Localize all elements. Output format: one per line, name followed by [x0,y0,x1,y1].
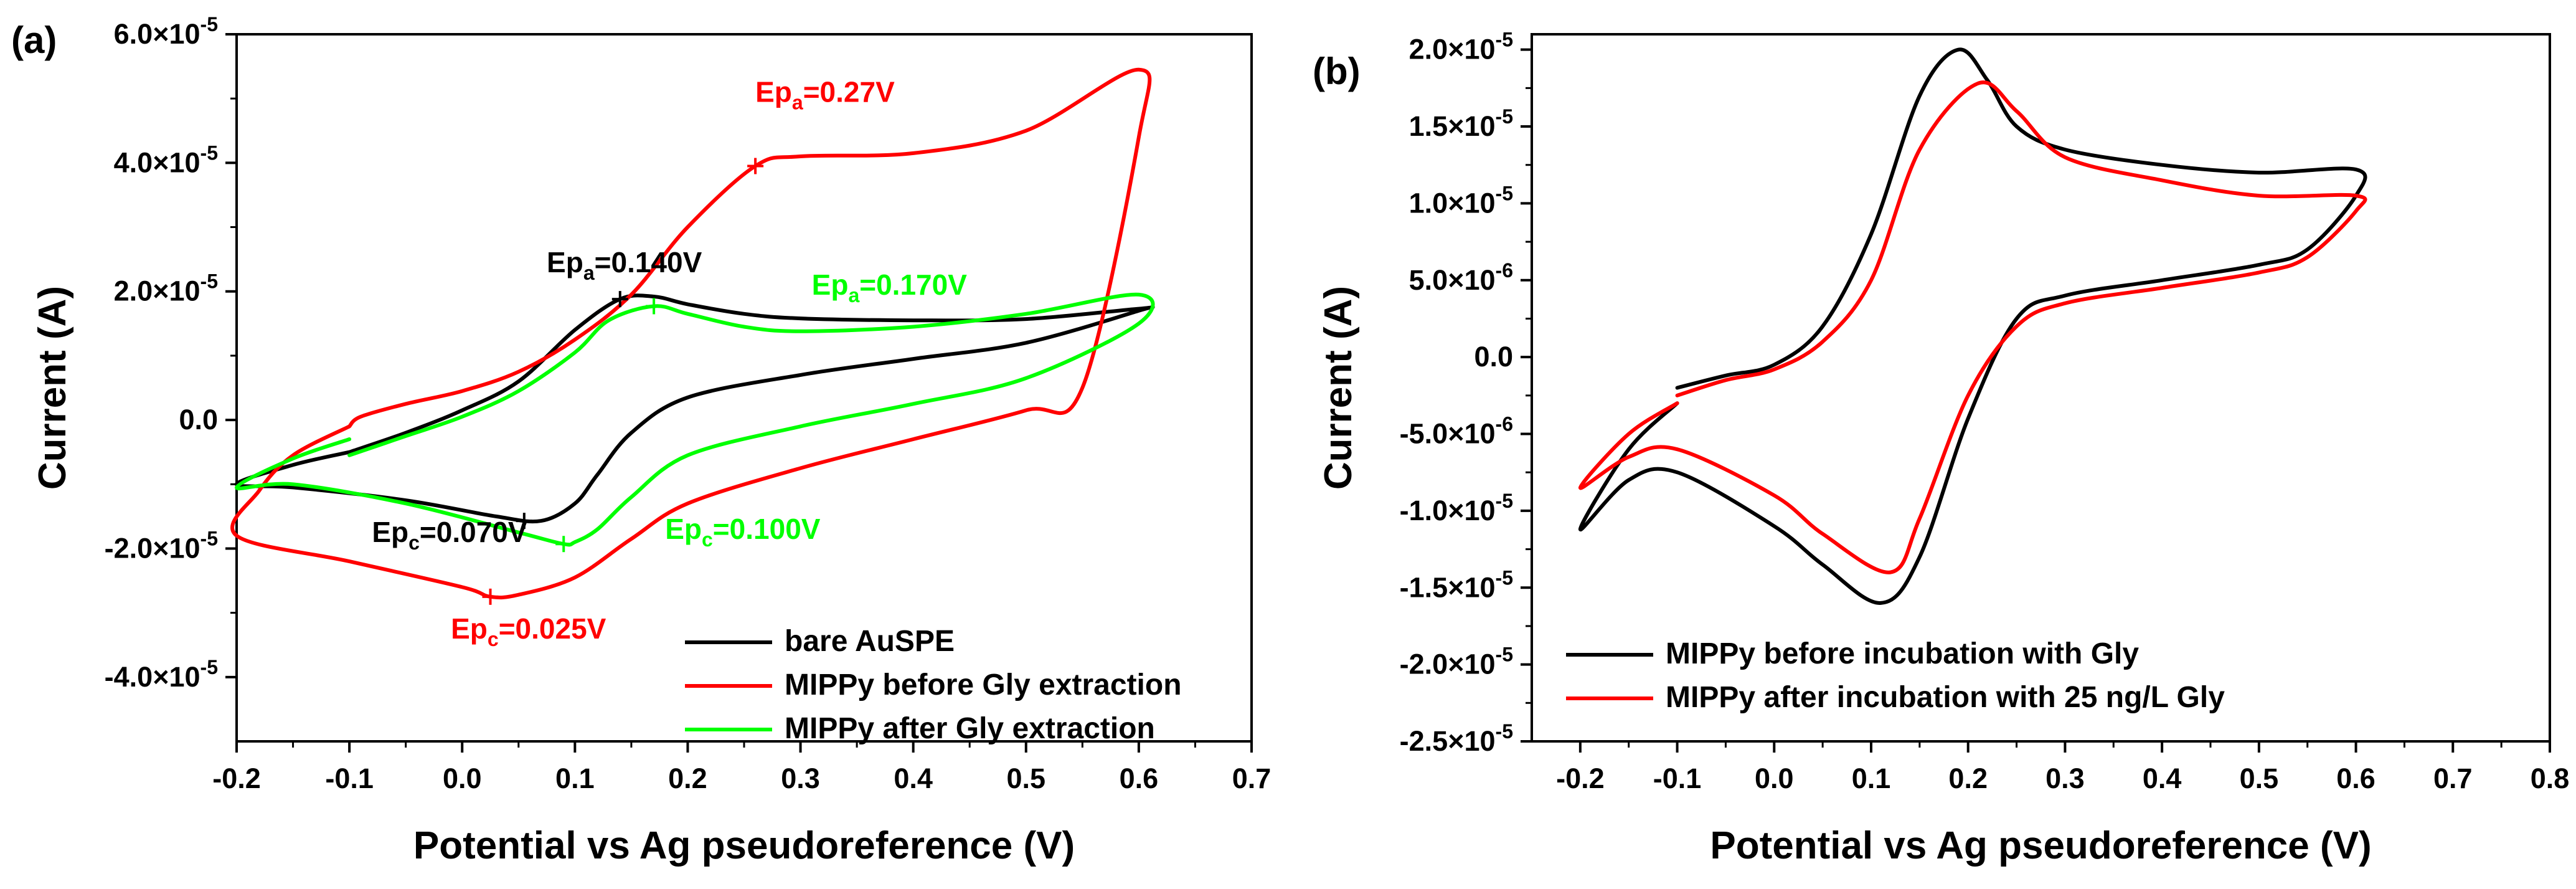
x-tick-label: 0.0 [443,763,482,794]
x-tick-label: 0.6 [1120,763,1159,794]
x-tick-label: 0.3 [781,763,820,794]
peak-marker [516,513,532,530]
series-line-2 [1578,80,2367,574]
y-tick-label: -4.0×10-5 [105,656,218,693]
y-tick-label: 5.0×10-6 [1409,259,1513,296]
peak-annotation: Epc=0.070V [372,516,527,554]
x-tick-label: -0.2 [1556,763,1605,794]
panel-b: -0.2 -0.1 0.0 0.1 0.2 0.3 0.4 0.5 0.6 0.7 0.8 2.0×1… [1313,29,2569,867]
legend: MIPPy before incubation with Gly MIPPy af… [1566,637,2225,714]
peak-marker [482,588,499,605]
plot-frame [235,33,1253,743]
peak-marker [555,536,572,553]
x-tick-label: -0.2 [212,763,261,794]
x-tick-label: 0.2 [668,763,707,794]
y-tick-label: -2.5×10-5 [1400,720,1513,757]
y-tick-label: 2.0×10-5 [114,270,218,307]
x-tick-label: 0.8 [2531,763,2570,794]
panel-label: (b) [1313,50,1361,92]
y-tick-label: -1.0×10-5 [1400,490,1513,526]
x-tick-label: 0.4 [894,763,933,794]
x-tick-label: 0.5 [1006,763,1045,794]
x-tick-label: 0.4 [2143,763,2182,794]
x-tick-label: 0.7 [2433,763,2473,794]
peak-marker [747,158,764,174]
panel-label: (a) [11,19,57,61]
series-line-1 [235,293,1155,524]
y-tick-label: 1.5×10-5 [1409,105,1513,142]
y-tick-label: 1.0×10-5 [1409,182,1513,219]
legend: bare AuSPE MIPPy before Gly extraction MIP… [685,625,1182,745]
x-tick-label: 0.5 [2240,763,2279,794]
legend-label: MIPPy before Gly extraction [785,668,1182,701]
y-tick-label: 0.0 [179,404,218,435]
x-tick-label: -0.1 [1653,763,1702,794]
y-tick-label: 6.0×10-5 [114,13,218,50]
x-axis-title: Potential vs Ag pseudoreference (V) [413,824,1075,867]
peak-annotation: Epa=0.170V [812,269,968,307]
plot-frame [1531,33,2551,743]
x-tick-label: 0.1 [555,763,595,794]
x-tick-label: 0.1 [1852,763,1891,794]
y-tick-label: -2.0×10-5 [1400,644,1513,680]
y-tick-label: 0.0 [1474,341,1513,373]
panel-a: -0.2 -0.1 0.0 0.1 0.2 0.3 0.4 0.5 0.6 0.7 6.0×10-5… [11,13,1271,867]
peak-marker [646,298,663,315]
y-axis-title: Current (A) [1317,286,1360,490]
x-axis-title: Potential vs Ag pseudoreference (V) [1710,824,2371,867]
x-tick-label: -0.1 [325,763,374,794]
x-tick-label: 0.3 [2045,763,2085,794]
legend-label: MIPPy after Gly extraction [785,712,1155,745]
x-tick-label: 0.7 [1232,763,1271,794]
peak-annotation: Epa=0.140V [547,246,702,284]
y-axis-title: Current (A) [31,286,74,490]
peak-marker [611,291,628,308]
peak-annotation: Epc=0.100V [665,513,821,551]
x-tick-label: 0.2 [1948,763,1988,794]
y-tick-label: -5.0×10-6 [1400,413,1513,450]
y-tick-label: 4.0×10-5 [114,141,218,178]
y-tick-label: -1.5×10-5 [1400,566,1513,603]
x-tick-label: 0.6 [2336,763,2375,794]
peak-annotation: Epc=0.025V [451,612,606,650]
y-tick-label: -2.0×10-5 [105,527,218,564]
peak-annotation: Epa=0.27V [755,75,895,113]
legend-label: MIPPy after incubation with 25 ng/L Gly [1666,681,2225,714]
legend-label: MIPPy before incubation with Gly [1666,637,2139,670]
x-tick-label: 0.0 [1755,763,1794,794]
series-line-2 [230,67,1152,600]
y-tick-label: 2.0×10-5 [1409,29,1513,65]
series-line-1 [1578,47,2367,605]
legend-label: bare AuSPE [785,625,955,658]
series-line-3 [235,292,1155,547]
